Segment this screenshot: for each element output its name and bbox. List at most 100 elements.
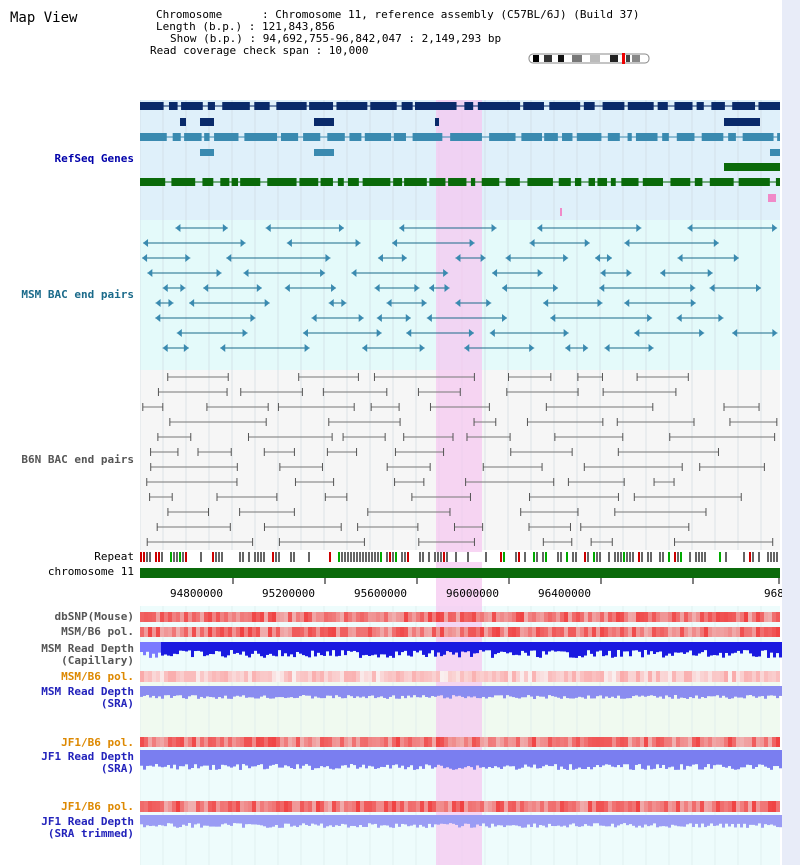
depth-bar <box>536 686 539 696</box>
heat-cell <box>192 612 196 622</box>
depth-bar <box>308 642 311 658</box>
depth-bar <box>374 686 377 699</box>
depth-bar <box>227 815 230 825</box>
bac-end-marker <box>600 269 606 277</box>
heat-cell <box>772 737 776 747</box>
depth-bar <box>428 642 431 654</box>
depth-bar <box>527 750 530 767</box>
depth-bar <box>245 686 248 698</box>
track-label-refseq[interactable]: RefSeq Genes <box>54 152 134 165</box>
chromosome-ideogram[interactable] <box>528 52 652 66</box>
heat-cell <box>424 671 428 682</box>
heat-cell <box>572 612 576 622</box>
depth-bar <box>740 642 743 654</box>
depth-bar <box>638 815 641 826</box>
depth-bar <box>530 815 533 828</box>
heat-cell <box>740 612 744 622</box>
bac-end-marker <box>302 329 308 337</box>
depth-bar <box>752 750 755 769</box>
heat-cell <box>700 671 704 682</box>
depth-bar <box>368 815 371 824</box>
depth-bar <box>440 750 443 766</box>
depth-bar <box>752 642 755 657</box>
depth-bar <box>716 686 719 696</box>
heat-cell <box>180 671 184 682</box>
heat-cell <box>496 612 500 622</box>
heat-cell <box>148 671 152 682</box>
depth-bar <box>485 815 488 827</box>
depth-bar <box>287 750 290 767</box>
repeat-mark <box>776 552 778 562</box>
depth-bar <box>446 750 449 768</box>
heat-cell <box>704 627 708 637</box>
depth-bar <box>314 642 317 657</box>
heat-cell <box>344 612 348 622</box>
heat-cell <box>164 671 168 682</box>
depth-bar <box>551 815 554 826</box>
heat-cell <box>468 627 472 637</box>
heat-cell <box>376 801 380 812</box>
depth-bar <box>296 686 299 698</box>
depth-bar <box>533 815 536 824</box>
heat-cell <box>160 801 164 812</box>
depth-bar <box>779 686 782 696</box>
depth-bar <box>536 750 539 769</box>
heat-cell <box>200 671 204 682</box>
heat-cell <box>492 737 496 747</box>
depth-bar <box>338 815 341 826</box>
heat-cell <box>664 612 668 622</box>
depth-bar <box>371 815 374 825</box>
heat-cell <box>756 671 760 682</box>
show-info: Show (b.p.) : 94,692,755-96,842,047 : 2,… <box>170 32 502 45</box>
bac-end-marker <box>376 314 382 322</box>
heat-cell <box>672 612 676 622</box>
depth-bar <box>467 686 470 697</box>
depth-bar <box>707 642 710 657</box>
repeat-mark <box>158 552 160 562</box>
depth-bar <box>599 642 602 651</box>
depth-bar <box>506 750 509 766</box>
heat-cell <box>452 737 456 747</box>
heat-cell <box>204 627 208 637</box>
bac-end-marker <box>732 329 738 337</box>
genome-track-canvas[interactable]: 94800000 95200000 95600000 96000000 96400000… <box>140 100 782 865</box>
heat-cell <box>212 612 216 622</box>
depth-bar <box>173 642 176 654</box>
repeat-mark <box>392 552 394 562</box>
heat-cell <box>296 671 300 682</box>
heat-cell <box>584 737 588 747</box>
heat-cell <box>364 737 368 747</box>
repeat-mark <box>440 552 442 562</box>
bac-end-marker <box>709 284 715 292</box>
heat-cell <box>428 801 432 812</box>
depth-bar <box>551 750 554 767</box>
heat-cell <box>556 737 560 747</box>
heat-cell <box>688 612 692 622</box>
heat-cell <box>564 801 568 812</box>
heat-cell <box>708 737 712 747</box>
depth-bar <box>236 642 239 653</box>
track-label-b6n-bac[interactable]: B6N BAC end pairs <box>21 453 134 466</box>
heat-cell <box>644 801 648 812</box>
depth-bar <box>575 686 578 698</box>
depth-bar <box>176 750 179 770</box>
heat-cell <box>144 737 148 747</box>
bac-end-marker <box>328 299 334 307</box>
bac-end-marker <box>713 239 719 247</box>
heat-cell <box>184 737 188 747</box>
heat-cell <box>380 801 384 812</box>
depth-bar <box>455 815 458 825</box>
heat-cell <box>540 801 544 812</box>
depth-bar <box>245 642 248 656</box>
depth-bar <box>383 750 386 768</box>
depth-bar <box>515 750 518 770</box>
depth-bar <box>647 815 650 827</box>
heat-cell <box>664 801 668 812</box>
heat-cell <box>584 801 588 812</box>
depth-bar <box>353 750 356 766</box>
track-label-msm-bac[interactable]: MSM BAC end pairs <box>21 288 134 301</box>
heat-cell <box>336 612 340 622</box>
heat-cell <box>548 671 552 682</box>
depth-bar <box>518 815 521 827</box>
heat-cell <box>684 612 688 622</box>
